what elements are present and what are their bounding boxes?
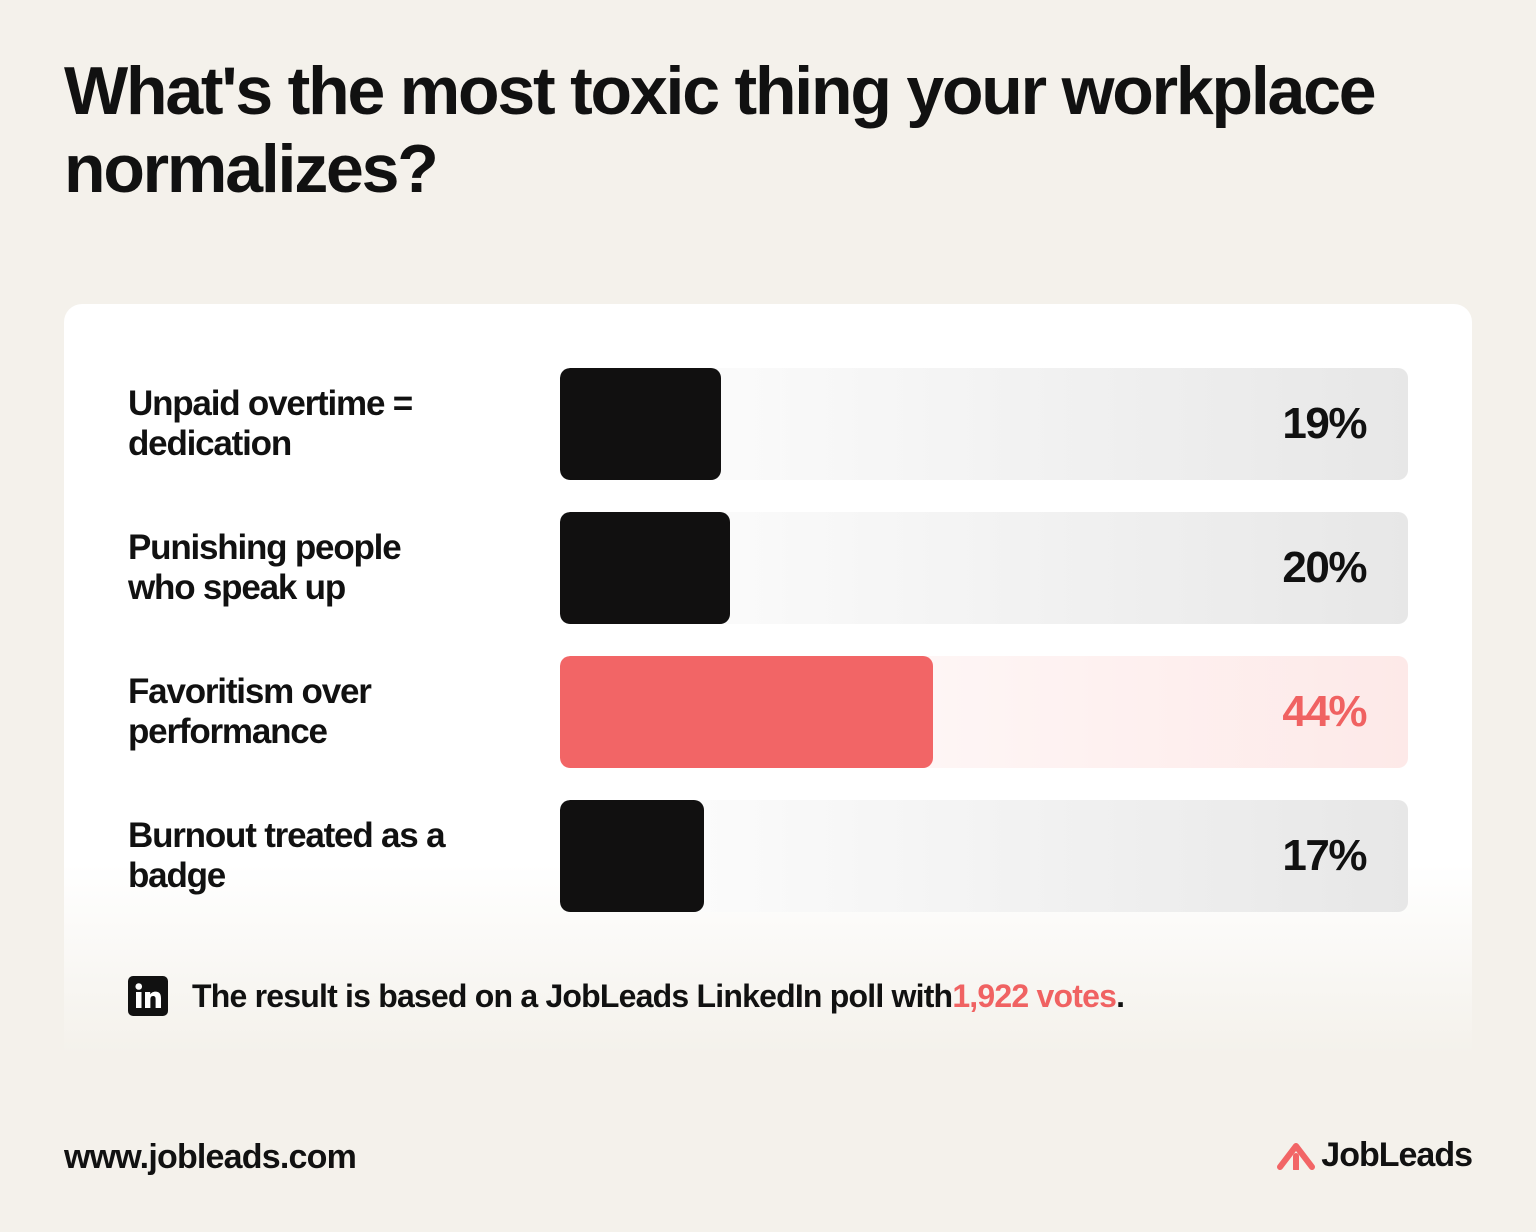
bar: [560, 368, 722, 480]
category-label: Favoritism over performance: [128, 672, 372, 751]
footnote-period: .: [1116, 977, 1125, 1014]
value-label: 19%: [1282, 399, 1367, 448]
brand-name: JobLeads: [1321, 1136, 1473, 1174]
bar-row: Favoritism over performance 44%: [64, 656, 1472, 768]
category-label: Unpaid overtime = dedication: [128, 384, 413, 463]
bar-row: Unpaid overtime = dedication 19%: [64, 368, 1472, 480]
bar-track: 17%: [560, 800, 1408, 912]
value-label: 20%: [1282, 543, 1367, 592]
footnote-text: The result is based on a JobLeads Linked…: [192, 977, 953, 1014]
linkedin-icon: [128, 976, 168, 1016]
bar-track: 44%: [560, 656, 1408, 768]
bar-row: Punishing people who speak up 20%: [64, 512, 1472, 624]
bar-track: 20%: [560, 512, 1408, 624]
bar: [560, 656, 934, 768]
value-label: 44%: [1282, 687, 1367, 736]
category-label: Punishing people who speak up: [128, 528, 402, 607]
website-link[interactable]: www.jobleads.com: [64, 1138, 357, 1176]
jobleads-logo-icon: [1277, 1142, 1316, 1170]
poll-footnote: The result is based on a JobLeads Linked…: [128, 976, 1125, 1016]
vote-count: 1,922 votes: [952, 977, 1117, 1014]
bar: [560, 512, 730, 624]
bar-row: Burnout treated as a badge 17%: [64, 800, 1472, 912]
bar-track: 19%: [560, 368, 1408, 480]
category-label: Burnout treated as a badge: [128, 816, 446, 895]
value-label: 17%: [1282, 831, 1367, 880]
brand-logo: JobLeads: [1277, 1136, 1473, 1175]
chart-title: What's the most toxic thing your workpla…: [64, 53, 1377, 207]
bar: [560, 800, 705, 912]
bar-rows: Unpaid overtime = dedication 19% Punishing…: [64, 368, 1472, 944]
poll-results-card: Unpaid overtime = dedication 19% Punishing…: [64, 304, 1472, 1054]
